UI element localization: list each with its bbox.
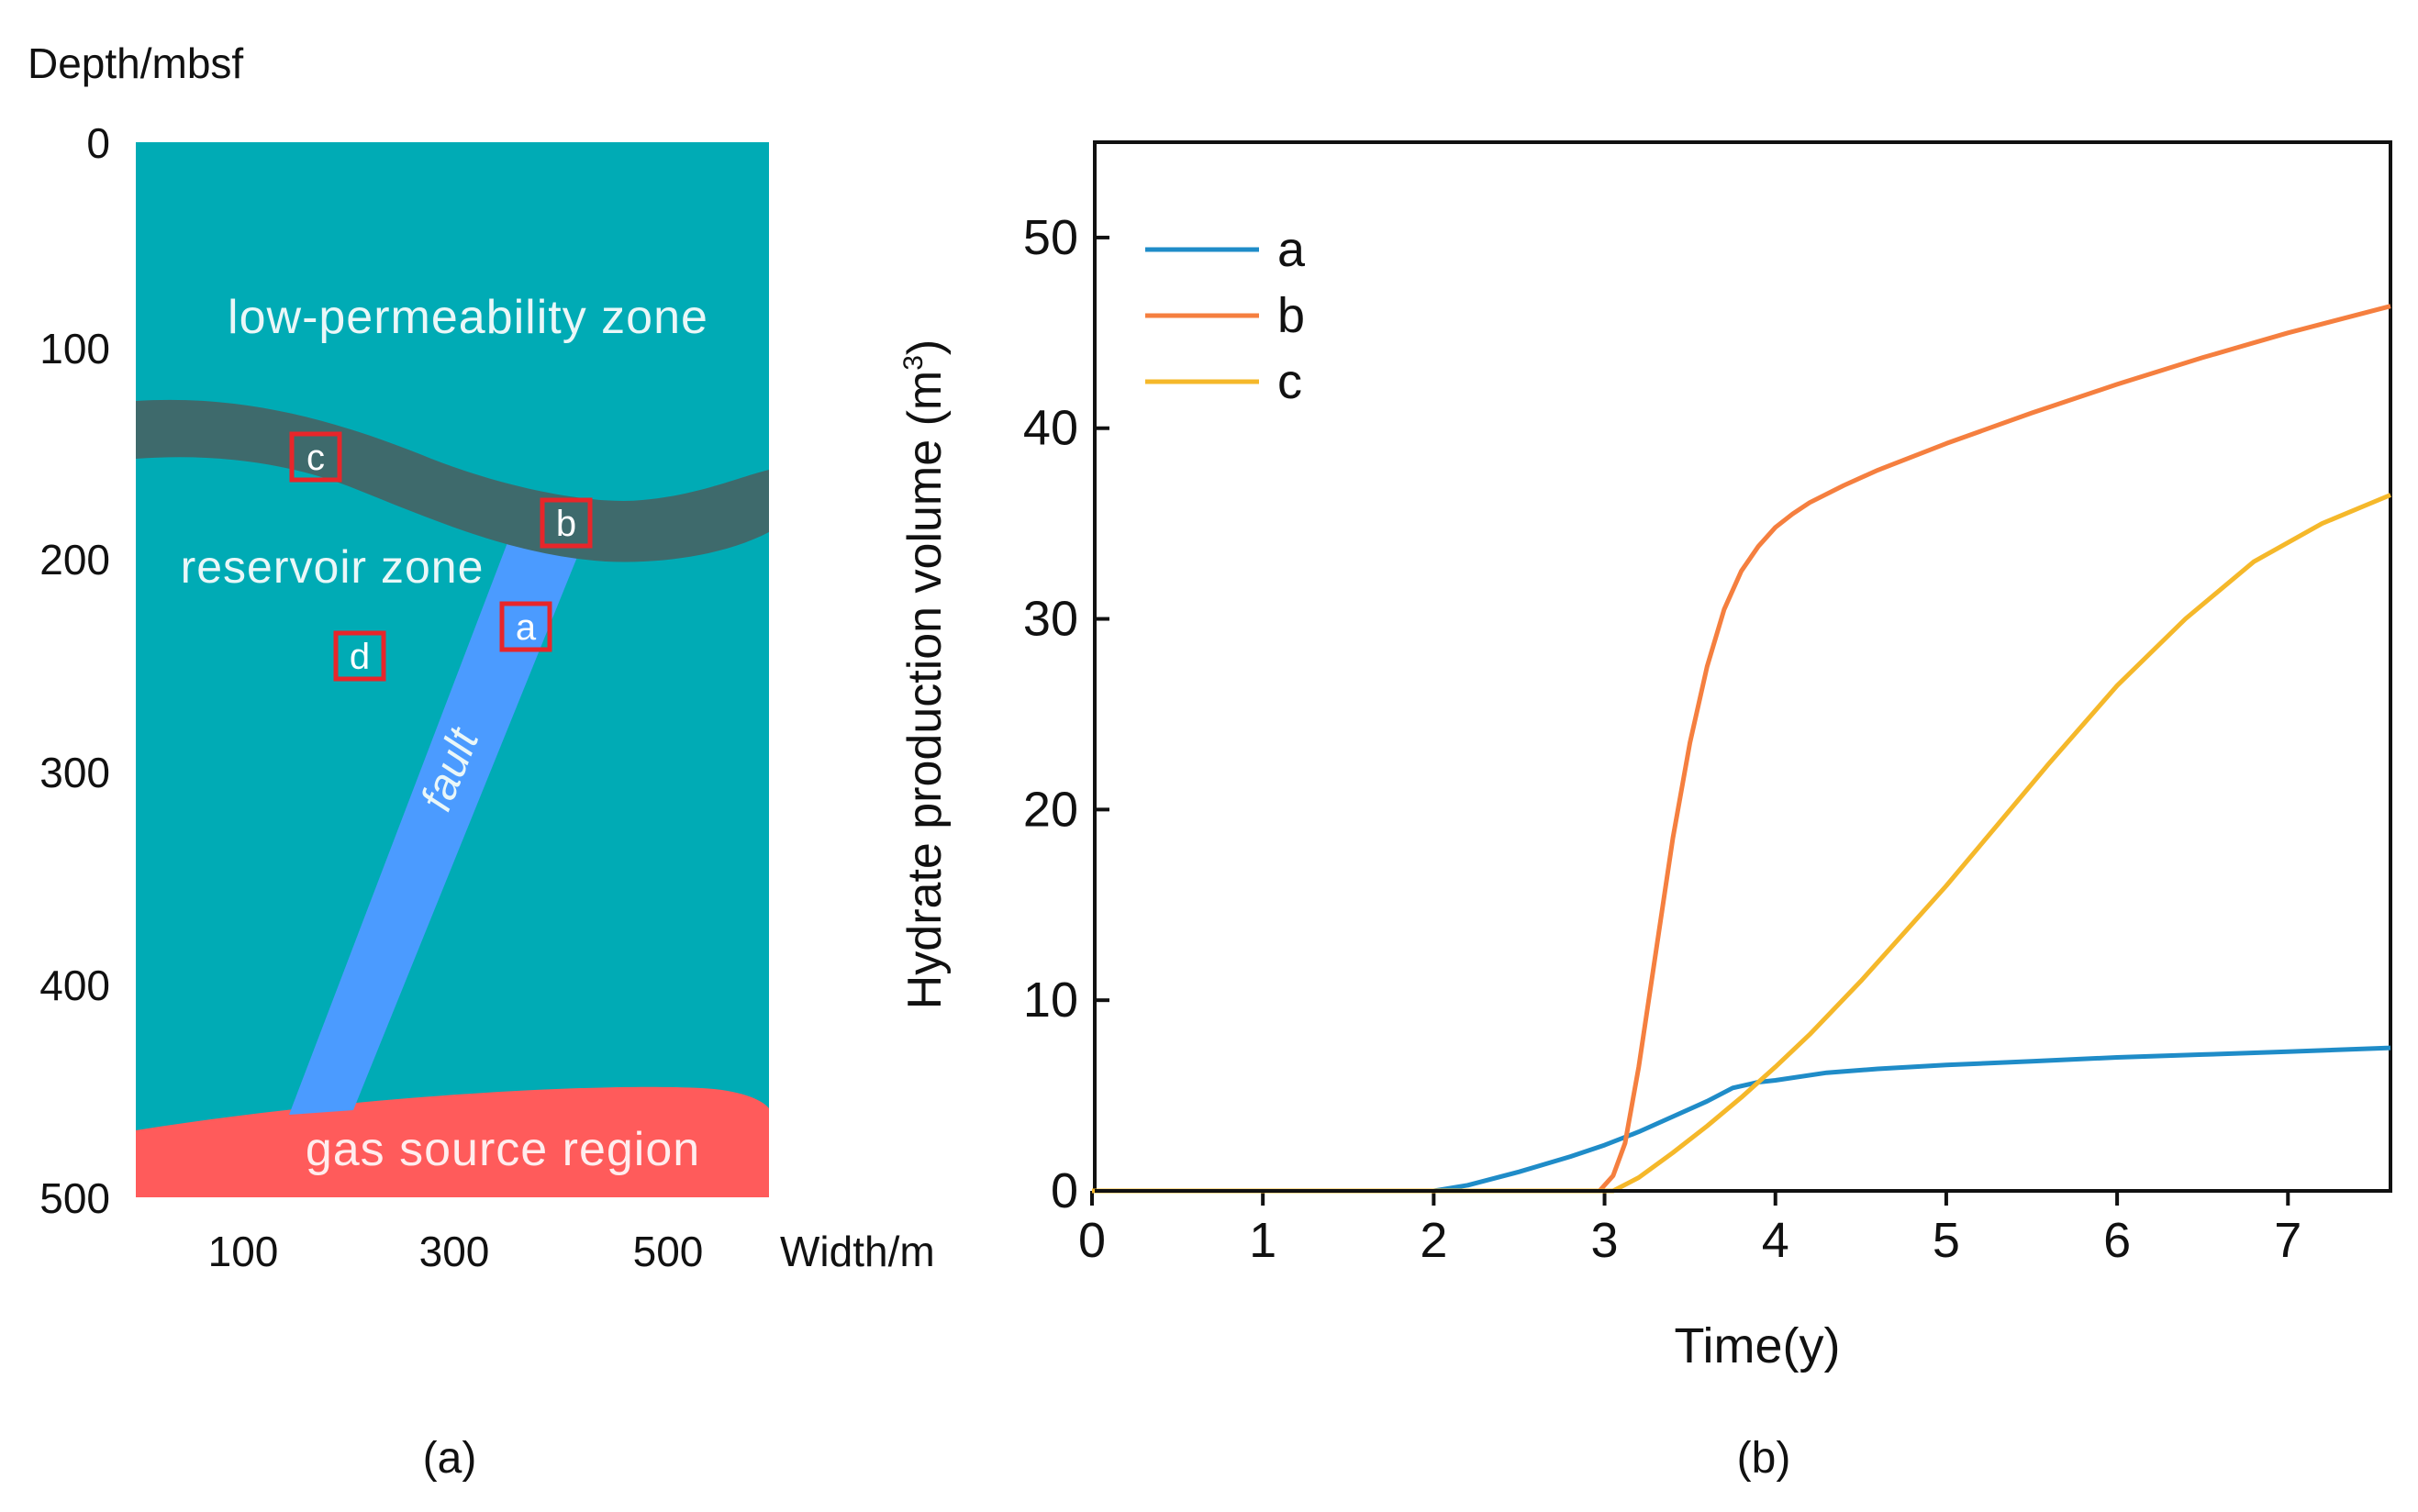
y-tick-label: 20 bbox=[1023, 782, 1078, 837]
x-axis-ticks: 0 1 2 3 4 5 6 7 bbox=[1078, 1191, 2301, 1268]
y-axis-label: Hydrate production volume (m3) bbox=[898, 339, 952, 1010]
panel-a-xlabel: Width/m bbox=[780, 1228, 935, 1275]
panel-a-x-tick: 100 bbox=[208, 1228, 279, 1275]
panel-a-y-ticks: 0 100 200 300 400 500 bbox=[39, 119, 110, 1222]
panel-a: Depth/mbsf low-permeability zone reservo… bbox=[28, 39, 935, 1483]
marker-b-label: b bbox=[556, 504, 576, 544]
y-tick-label: 10 bbox=[1023, 973, 1078, 1028]
series-line-b bbox=[1092, 304, 2391, 1194]
x-tick-label: 7 bbox=[2274, 1213, 2301, 1268]
x-tick-label: 2 bbox=[1420, 1213, 1447, 1268]
panel-a-y-tick: 0 bbox=[86, 119, 110, 167]
y-tick-label: 0 bbox=[1051, 1163, 1078, 1218]
y-tick-label: 50 bbox=[1023, 210, 1078, 265]
marker-d: d bbox=[333, 630, 386, 682]
marker-a: a bbox=[499, 601, 552, 652]
x-tick-label: 5 bbox=[1933, 1213, 1960, 1268]
series-line-a bbox=[1092, 1045, 2391, 1194]
legend-label-c: c bbox=[1277, 354, 1302, 409]
marker-a-label: a bbox=[516, 607, 537, 648]
y-axis-label-close: ) bbox=[898, 339, 952, 355]
y-axis-ticks: 0 10 20 30 40 50 bbox=[1023, 210, 1109, 1218]
low-permeability-background bbox=[136, 142, 769, 1197]
panel-a-x-tick: 300 bbox=[419, 1228, 490, 1275]
series-lines bbox=[1092, 304, 2391, 1194]
x-tick-label: 4 bbox=[1762, 1213, 1789, 1268]
x-tick-label: 0 bbox=[1078, 1213, 1106, 1268]
reservoir-zone-label: reservoir zone bbox=[181, 541, 485, 593]
panel-a-y-tick: 500 bbox=[39, 1174, 110, 1222]
gas-source-label: gas source region bbox=[306, 1123, 700, 1176]
x-tick-label: 6 bbox=[2103, 1213, 2131, 1268]
x-tick-label: 3 bbox=[1591, 1213, 1619, 1268]
marker-d-label: d bbox=[350, 637, 370, 677]
y-axis-label-main: Hydrate production volume (m bbox=[898, 371, 952, 1010]
panel-a-y-tick: 300 bbox=[39, 749, 110, 796]
panel-a-y-tick: 200 bbox=[39, 536, 110, 584]
panel-a-x-ticks: 100 300 500 bbox=[208, 1228, 704, 1275]
panel-b-chart: 0 10 20 30 40 50 0 1 2 3 4 5 6 7 abc Time(y) Hydrate… bbox=[898, 140, 2392, 1483]
y-tick-label: 40 bbox=[1023, 401, 1078, 456]
fault-zone bbox=[289, 514, 587, 1115]
legend-label-b: b bbox=[1277, 288, 1305, 343]
panel-a-y-tick: 100 bbox=[39, 325, 110, 372]
x-tick-label: 1 bbox=[1249, 1213, 1276, 1268]
panel-a-x-tick: 500 bbox=[633, 1228, 704, 1275]
panel-b-caption: (b) bbox=[1737, 1434, 1791, 1483]
panel-a-caption: (a) bbox=[423, 1434, 477, 1483]
series-line-c bbox=[1092, 493, 2391, 1194]
marker-c-label: c bbox=[306, 438, 325, 478]
legend: abc bbox=[1145, 222, 1306, 409]
legend-label-a: a bbox=[1277, 222, 1306, 277]
y-axis-label-sup: 3 bbox=[898, 355, 929, 371]
y-tick-label: 30 bbox=[1023, 592, 1078, 647]
marker-b: b bbox=[540, 497, 593, 549]
x-axis-label: Time(y) bbox=[1675, 1318, 1841, 1373]
panel-a-ylabel: Depth/mbsf bbox=[28, 39, 243, 87]
gas-source-region bbox=[136, 1086, 769, 1197]
panel-a-y-tick: 400 bbox=[39, 962, 110, 1009]
marker-c: c bbox=[289, 431, 342, 483]
low-perm-zone-label: low-permeability zone bbox=[228, 291, 708, 344]
